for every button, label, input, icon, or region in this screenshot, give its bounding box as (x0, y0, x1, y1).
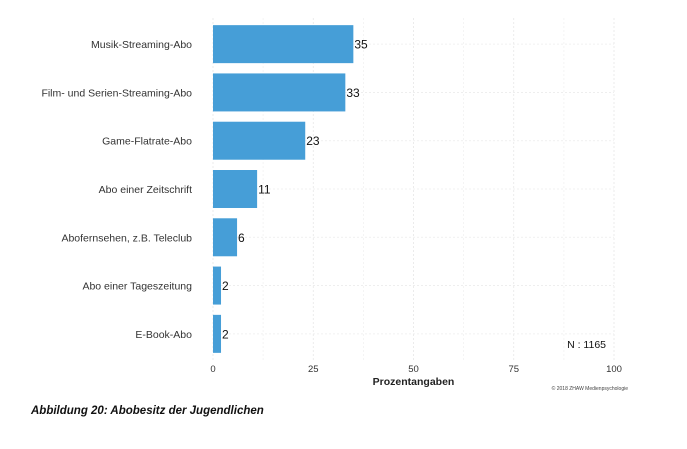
bar-value-label: 11 (258, 183, 271, 197)
category-label: Abofernsehen, z.B. Teleclub (61, 232, 192, 244)
sample-size-annotation: N : 1165 (567, 339, 606, 351)
bar-value-label: 33 (346, 86, 360, 100)
x-tick-label: 75 (508, 364, 519, 375)
category-label: Game-Flatrate-Abo (102, 136, 192, 148)
bar (213, 218, 238, 257)
x-tick-label: 50 (408, 364, 419, 375)
bar (213, 266, 222, 305)
bar-value-label: 35 (354, 38, 368, 52)
bar (213, 170, 258, 208)
x-tick-labels: 0 25 50 75 100 (210, 364, 622, 375)
category-labels: Musik-Streaming-Abo Film- und Serien-Stre… (41, 39, 192, 341)
bar (213, 314, 222, 353)
figure-caption: Abbildung 20: Abobesitz der Jugendlichen (31, 405, 264, 417)
category-label: Musik-Streaming-Abo (91, 39, 192, 51)
copyright-note: © 2018 ZHAW Medienpsychologie (552, 385, 629, 392)
x-tick-label: 100 (606, 364, 622, 375)
bar (213, 73, 346, 112)
category-label: Film- und Serien-Streaming-Abo (41, 87, 192, 99)
category-label: E-Book-Abo (135, 329, 192, 341)
x-tick-label: 0 (210, 364, 215, 375)
bars (213, 25, 354, 353)
bar-chart: Musik-Streaming-Abo Film- und Serien-Stre… (41, 18, 629, 392)
bar-value-label: 2 (222, 327, 229, 341)
value-labels: 35 33 23 11 6 2 2 (222, 38, 368, 342)
bar-value-label: 23 (306, 134, 320, 148)
x-tick-label: 25 (308, 364, 319, 375)
bar (213, 121, 306, 160)
grid-lines (212, 18, 615, 360)
bar (213, 25, 354, 64)
category-label: Abo einer Zeitschrift (99, 184, 192, 196)
bar-value-label: 2 (222, 279, 229, 293)
x-axis-label: Prozentangaben (373, 376, 455, 388)
bar-value-label: 6 (238, 231, 245, 245)
category-label: Abo einer Tageszeitung (82, 281, 192, 293)
